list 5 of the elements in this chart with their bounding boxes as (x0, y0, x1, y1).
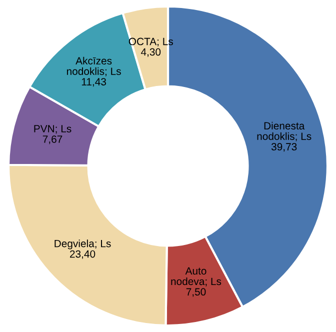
slice-label: Akcīzes nodoklis; Ls 11,43 (66, 56, 121, 87)
slice-label: Degviela; Ls 23,40 (54, 240, 111, 259)
slice-label: Dienesta nodoklis; Ls 39,73 (257, 122, 312, 152)
slice-label: PVN; Ls 7,67 (34, 125, 72, 144)
slice-label: Auto nodeva; Ls 7,50 (171, 267, 222, 297)
